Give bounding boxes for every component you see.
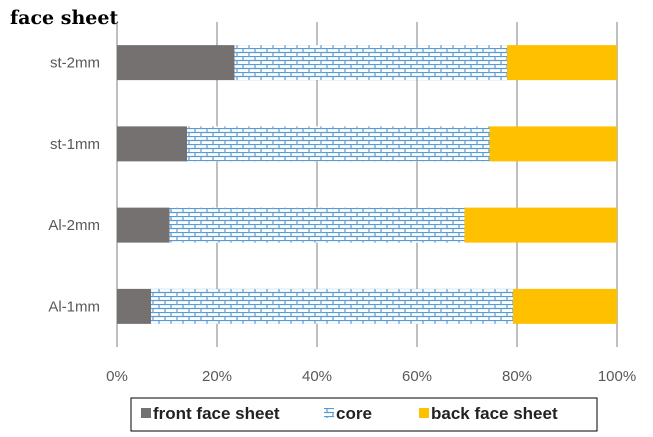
bar-segment: [151, 288, 513, 324]
bar-segment: [169, 207, 465, 243]
x-tick-label: 60%: [402, 368, 432, 385]
legend-swatch: [419, 408, 429, 418]
legend-label: core: [336, 404, 372, 423]
legend-label: back face sheet: [431, 404, 558, 423]
bars: [117, 45, 617, 324]
bar-segment: [187, 126, 490, 162]
legend-label: front face sheet: [153, 404, 280, 423]
bar-segment: [117, 45, 235, 81]
category-label: st-2mm: [50, 55, 100, 72]
bar-segment: [234, 45, 507, 81]
category-label: st-1mm: [50, 136, 100, 153]
x-tick-label: 100%: [598, 368, 636, 385]
bar-segment: [513, 288, 617, 324]
x-tick-label: 40%: [302, 368, 332, 385]
x-tick-label: 80%: [502, 368, 532, 385]
bar-segment: [117, 207, 170, 243]
legend-swatch: [141, 408, 151, 418]
legend-border: [130, 397, 598, 432]
category-labels: st-2mm st-1mm Al-2mm Al-1mm: [48, 55, 100, 316]
bar-segment: [489, 126, 617, 162]
x-tick-label: 20%: [202, 368, 232, 385]
legend: front face sheet core back face sheet: [130, 397, 598, 432]
category-label: Al-1mm: [48, 298, 100, 315]
x-tick-label: 0%: [106, 368, 128, 385]
legend-swatch: [324, 408, 334, 418]
x-axis-tick-labels: 0% 20% 40% 60% 80% 100%: [106, 368, 636, 385]
bar-segment: [507, 45, 617, 81]
bar-segment: [464, 207, 617, 243]
chart-title: face sheet: [10, 7, 118, 29]
bar-segment: [117, 288, 151, 324]
category-label: Al-2mm: [48, 217, 100, 234]
bar-segment: [117, 126, 187, 162]
